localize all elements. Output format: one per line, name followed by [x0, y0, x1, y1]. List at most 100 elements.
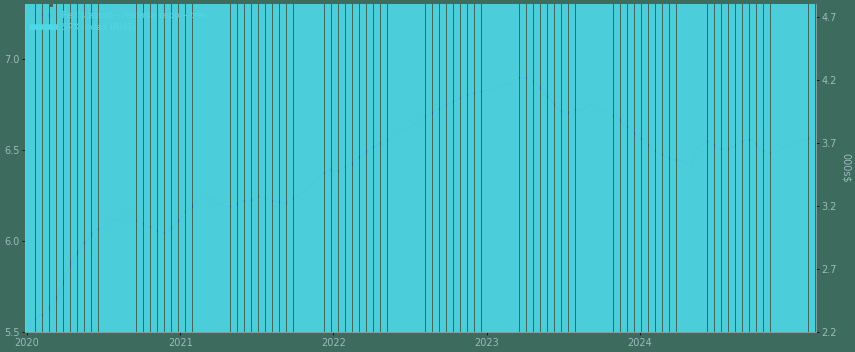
- Bar: [548, 0, 551, 332]
- Bar: [113, 0, 115, 332]
- Bar: [468, 0, 471, 332]
- Bar: [446, 0, 450, 332]
- Bar: [63, 0, 67, 332]
- Bar: [795, 0, 798, 332]
- Bar: [777, 0, 781, 332]
- Bar: [367, 0, 369, 332]
- Bar: [478, 0, 481, 332]
- Bar: [311, 0, 314, 332]
- Bar: [575, 0, 579, 332]
- Bar: [140, 0, 144, 332]
- Bar: [527, 0, 530, 332]
- Bar: [81, 0, 85, 332]
- Bar: [402, 0, 404, 332]
- Bar: [394, 0, 398, 332]
- Bar: [753, 0, 756, 332]
- Bar: [722, 0, 725, 332]
- Bar: [88, 0, 91, 332]
- Bar: [499, 0, 502, 332]
- Bar: [457, 0, 460, 332]
- Bar: [387, 0, 391, 332]
- Bar: [663, 0, 666, 332]
- Bar: [475, 0, 478, 332]
- Bar: [409, 0, 411, 332]
- Bar: [579, 0, 582, 332]
- Bar: [297, 0, 300, 332]
- Bar: [182, 0, 186, 332]
- Bar: [273, 0, 276, 332]
- Bar: [732, 0, 735, 332]
- Bar: [534, 0, 537, 332]
- Bar: [335, 0, 339, 332]
- Bar: [471, 0, 475, 332]
- Bar: [231, 0, 234, 332]
- Bar: [530, 0, 534, 332]
- Bar: [649, 0, 652, 332]
- Bar: [157, 0, 161, 332]
- Bar: [624, 0, 628, 332]
- Bar: [374, 0, 377, 332]
- Bar: [95, 0, 98, 332]
- Bar: [520, 0, 523, 332]
- Bar: [206, 0, 209, 332]
- Bar: [683, 0, 687, 332]
- Bar: [705, 0, 707, 332]
- Bar: [439, 0, 443, 332]
- Bar: [503, 0, 505, 332]
- Bar: [687, 0, 690, 332]
- Bar: [799, 0, 801, 332]
- Bar: [196, 0, 199, 332]
- Bar: [770, 0, 774, 332]
- Bar: [290, 0, 293, 332]
- Bar: [318, 0, 321, 332]
- Bar: [116, 0, 119, 332]
- Bar: [666, 0, 669, 332]
- Bar: [698, 0, 700, 332]
- Bar: [245, 0, 248, 332]
- Bar: [186, 0, 189, 332]
- Bar: [781, 0, 784, 332]
- Bar: [342, 0, 345, 332]
- Bar: [172, 0, 174, 332]
- Bar: [464, 0, 467, 332]
- Bar: [426, 0, 429, 332]
- Bar: [443, 0, 446, 332]
- Bar: [516, 0, 520, 332]
- Bar: [750, 0, 752, 332]
- Bar: [238, 0, 241, 332]
- Bar: [391, 0, 394, 332]
- Bar: [175, 0, 178, 332]
- Bar: [565, 0, 569, 332]
- Bar: [593, 0, 596, 332]
- Bar: [78, 0, 80, 332]
- Bar: [405, 0, 408, 332]
- Bar: [659, 0, 663, 332]
- Bar: [144, 0, 147, 332]
- Bar: [50, 7, 53, 332]
- Bar: [743, 0, 746, 332]
- Bar: [328, 0, 332, 332]
- Bar: [495, 0, 498, 332]
- Bar: [234, 0, 238, 332]
- Bar: [597, 0, 599, 332]
- Bar: [638, 0, 641, 332]
- Bar: [192, 0, 196, 332]
- Bar: [349, 0, 352, 332]
- Bar: [488, 0, 492, 332]
- Bar: [46, 0, 50, 332]
- Bar: [506, 0, 509, 332]
- Bar: [127, 0, 129, 332]
- Bar: [812, 0, 816, 332]
- Bar: [422, 0, 426, 332]
- Bar: [43, 0, 46, 332]
- Bar: [162, 0, 164, 332]
- Bar: [251, 0, 255, 332]
- Bar: [165, 0, 168, 332]
- Bar: [300, 0, 304, 332]
- Bar: [621, 0, 624, 332]
- Bar: [454, 0, 457, 332]
- Bar: [266, 0, 268, 332]
- Bar: [123, 0, 126, 332]
- Bar: [363, 0, 366, 332]
- Bar: [701, 0, 704, 332]
